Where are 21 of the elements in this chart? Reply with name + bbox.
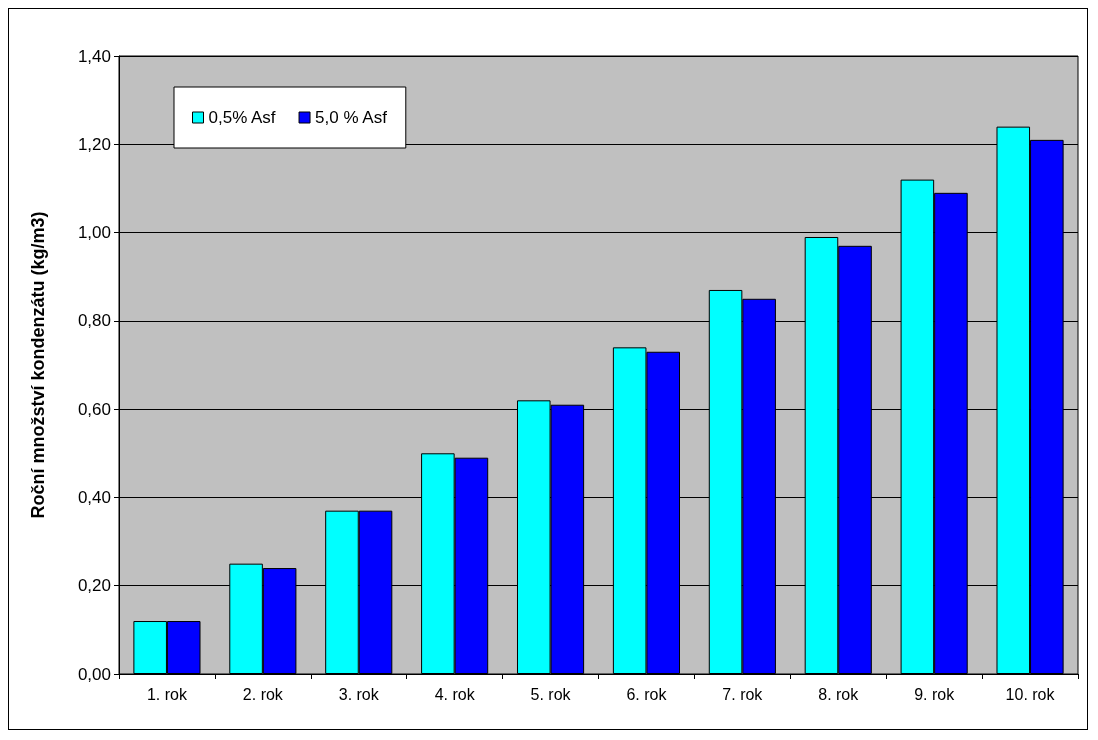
- x-tick-label: 4. rok: [434, 685, 476, 703]
- y-tick-label: 1,40: [77, 46, 111, 66]
- x-tick-label: 1. rok: [146, 685, 188, 703]
- x-tick-label: 6. rok: [626, 685, 668, 703]
- y-tick-label: 0,40: [77, 487, 111, 507]
- y-tick-label: 1,20: [77, 134, 111, 154]
- x-tick-label: 3. rok: [338, 685, 380, 703]
- x-tick-label: 9. rok: [914, 685, 956, 703]
- y-axis-title: Roční množství kondenzátu (kg/m3): [28, 211, 48, 519]
- legend-label: 0,5% Asf: [208, 108, 276, 127]
- x-tick-label: 10. rok: [1005, 685, 1056, 703]
- x-tick-label: 7. rok: [722, 685, 764, 703]
- y-tick-label: 1,00: [77, 223, 111, 243]
- legend-label: 5,0 % Asf: [315, 108, 388, 127]
- y-tick-label: 0,20: [77, 576, 111, 596]
- y-tick-label: 0,60: [77, 399, 111, 419]
- x-tick-label: 5. rok: [530, 685, 572, 703]
- y-tick-label: 0,00: [77, 664, 111, 684]
- x-tick-label: 2. rok: [242, 685, 284, 703]
- y-tick-label: 0,80: [77, 311, 111, 331]
- x-tick-label: 8. rok: [818, 685, 860, 703]
